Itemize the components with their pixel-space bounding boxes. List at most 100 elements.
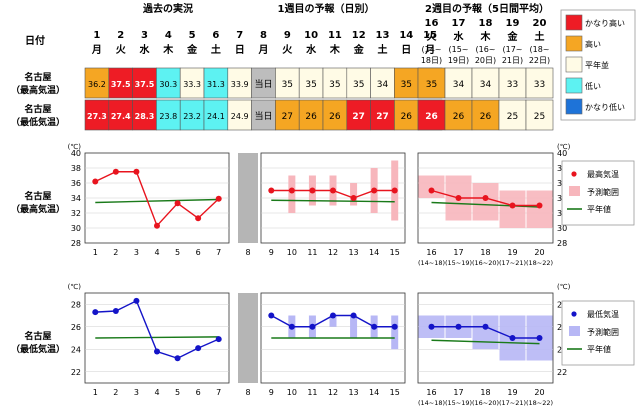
table-cell-value: 当日 (254, 110, 272, 122)
week2-cell (525, 99, 554, 131)
x-tick-label: 16 (426, 388, 436, 397)
day-of-week: 水 (305, 43, 317, 56)
x-tick-range-label: (16~20) (472, 399, 499, 407)
table-cell-value: 24.9 (231, 112, 249, 121)
legend-label-range: 予測範囲 (587, 187, 619, 197)
x-tick-label: 1 (93, 388, 98, 397)
x-tick-label: 20 (534, 248, 544, 257)
data-point (154, 222, 160, 229)
category-legend-label: 低い (585, 81, 601, 91)
x-tick-range-label: (14~18) (418, 259, 445, 267)
x-tick-label: 2 (113, 248, 118, 257)
data-point (455, 323, 462, 330)
week2-range-box (526, 190, 553, 228)
table-cell-value: 35 (282, 80, 293, 90)
data-point (174, 355, 181, 362)
day-of-week: 水 (139, 43, 151, 56)
day-of-week: 木 (329, 43, 341, 56)
week2-range-start: (17~ (502, 45, 522, 54)
normal-line (95, 336, 219, 339)
week2-cell-value: 25 (507, 112, 518, 122)
x-tick-range-label: (18~22) (526, 259, 553, 267)
x-tick-range-label: (15~19) (445, 399, 472, 407)
week2-day-of-week: 火 (427, 31, 438, 43)
week2-range-end: 20日) (475, 56, 496, 65)
x-tick-label: 19 (507, 248, 517, 257)
x-tick-label: 7 (216, 388, 221, 397)
week2-range-end: 18日) (421, 56, 442, 65)
x-tick-label: 4 (154, 248, 159, 257)
data-point (482, 195, 489, 201)
legend-label-normal: 平年値 (587, 204, 611, 214)
week2-cell-value: 35 (426, 80, 437, 90)
data-point (112, 168, 119, 175)
data-point (215, 336, 222, 343)
day-number: 13 (376, 30, 390, 41)
day-of-week: 土 (378, 43, 388, 56)
table-cell-value: 35 (401, 80, 412, 90)
day-number: 1 (93, 30, 100, 41)
x-tick-range-label: (14~18) (418, 399, 445, 407)
week2-day-number: 20 (533, 18, 547, 29)
data-point (330, 312, 336, 319)
legend-range-swatch (569, 326, 580, 336)
week2-cell-value: 33 (507, 80, 518, 90)
today-gray-band (238, 293, 258, 383)
day-of-week: 土 (211, 43, 221, 56)
x-tick-label: 6 (196, 388, 201, 397)
x-tick-label: 5 (175, 248, 180, 257)
table-cell-value: 35 (353, 80, 364, 90)
data-point (509, 202, 516, 209)
week2-range-box (499, 190, 526, 228)
x-tick-label: 18 (480, 388, 490, 397)
x-tick-label: 14 (369, 388, 379, 397)
day-number: 9 (284, 30, 291, 41)
x-tick-label: 5 (175, 388, 180, 397)
x-tick-label: 11 (307, 388, 317, 397)
normal-line (271, 199, 395, 203)
forecast-range-bar (288, 175, 296, 213)
category-legend-swatch (565, 35, 583, 52)
data-point (371, 323, 378, 330)
category-legend-label: かなり高い (585, 18, 625, 28)
y-axis-unit-right: (℃) (557, 143, 571, 151)
x-tick-label: 8 (245, 388, 250, 397)
category-legend-label: 高い (585, 39, 601, 49)
table-cell-value: 27 (282, 112, 293, 122)
x-tick-range-label: (16~20) (472, 259, 499, 267)
y-tick-label-left: 24 (71, 345, 81, 354)
data-point (536, 202, 543, 209)
y-tick-label-left: 28 (71, 239, 81, 248)
x-tick-label: 9 (269, 388, 274, 397)
x-tick-label: 6 (196, 248, 201, 257)
day-of-week: 金 (186, 43, 198, 56)
table-cell-value: 28.3 (135, 112, 155, 121)
y-tick-label-right: 28 (557, 239, 567, 248)
day-number: 4 (165, 30, 172, 41)
data-point (536, 335, 543, 341)
week2-range-box (472, 315, 499, 350)
data-point (268, 312, 275, 319)
week2-cell-value: 25 (534, 112, 545, 122)
forecast-range-bar (329, 315, 337, 327)
row-label-element: （最高気温） (11, 84, 65, 96)
table-cell-value: 33.3 (183, 80, 201, 89)
chart-label-element: （最高気温） (11, 203, 65, 215)
week2-cell (498, 67, 527, 99)
day-of-week: 月 (424, 44, 435, 56)
data-point (455, 195, 462, 201)
day-of-week: 日 (235, 44, 245, 56)
week2-cell-value: 26 (453, 112, 465, 122)
week2-range-start: (14~ (421, 45, 441, 54)
data-point (428, 323, 435, 330)
x-tick-label: 11 (307, 248, 317, 257)
table-cell-value: 27.4 (111, 112, 131, 121)
x-tick-label: 3 (134, 388, 139, 397)
table-cell-value: 35 (329, 80, 340, 90)
day-number: 5 (189, 30, 196, 41)
week2-cell (444, 99, 473, 131)
week2-cell (498, 99, 527, 131)
table-cell-value: 26 (401, 112, 413, 122)
section-week2-title: 2週目の予報（5日間平均） (425, 2, 549, 15)
